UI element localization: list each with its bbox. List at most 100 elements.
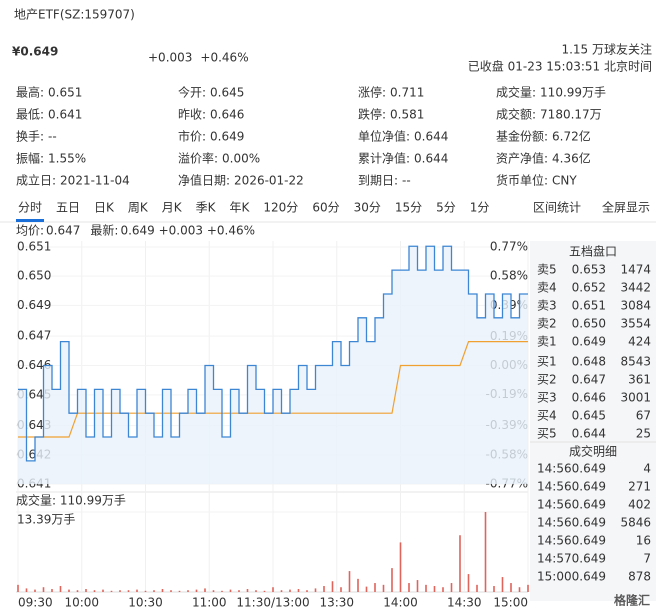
tab[interactable]: 日K [94, 201, 115, 215]
stat-value: 0.649 [210, 130, 244, 144]
title: 地产ETF(SZ:159707) [14, 8, 135, 22]
trade-price: 0.649 [572, 498, 606, 512]
volume-bar [187, 590, 189, 592]
trade-volume: 7 [643, 552, 651, 566]
volume-bar [323, 586, 325, 592]
stat-value: 7180.17万 [540, 108, 602, 122]
change-pct: +0.46% [200, 51, 248, 65]
stat-label: 成交量: [496, 85, 536, 100]
stat-value: CNY [552, 174, 577, 188]
book-volume: 3001 [620, 391, 651, 405]
volume-bar [136, 589, 138, 592]
x-tick-label: 14:30 [447, 596, 482, 610]
book-price: 0.647 [572, 373, 606, 387]
volume-bar [297, 589, 300, 592]
y-tick-label: 0.651 [17, 240, 51, 254]
trade-time: 14:56 [537, 462, 572, 476]
y-tick-label: 13.39万手 [17, 513, 75, 527]
book-label: 买1 [537, 355, 557, 369]
stat-label: 今开: [178, 85, 206, 100]
tab[interactable]: 120分 [263, 201, 298, 215]
stat-label: 振幅: [16, 151, 44, 166]
stat-value: 0.641 [48, 108, 82, 122]
legend-value: 0.647 [46, 224, 80, 238]
link[interactable]: 全屏显示 [602, 200, 650, 215]
book-label: 卖5 [537, 263, 557, 277]
volume-bar [340, 587, 342, 592]
volume-bar [399, 542, 402, 592]
tab[interactable]: 5分 [436, 201, 456, 215]
volume-bar [178, 590, 181, 592]
stat-label: 跌停: [358, 107, 386, 122]
volume-bar [170, 590, 172, 592]
y2-tick-label: 0.77% [490, 240, 528, 254]
trade-price: 0.649 [572, 534, 606, 548]
price-line [18, 245, 528, 462]
volume-bar [34, 589, 36, 592]
stat-value: 0.644 [414, 152, 448, 166]
tab[interactable]: 60分 [312, 201, 339, 215]
tab[interactable]: 月K [162, 201, 183, 215]
tab[interactable]: 15分 [395, 201, 422, 215]
stat-label: 溢价率: [178, 151, 218, 166]
volume-bar [348, 571, 351, 592]
book-volume: 8543 [620, 355, 651, 369]
volume-bar [306, 590, 308, 592]
volume-bar [331, 581, 334, 592]
tab[interactable]: 分时 [18, 201, 42, 215]
book-label: 卖4 [537, 281, 557, 295]
trade-volume: 271 [628, 480, 651, 494]
stat-value: 4.36亿 [552, 151, 591, 166]
legend-value: 0.649 +0.003 +0.46% [120, 224, 255, 238]
book-price: 0.652 [572, 281, 606, 295]
legend-name: 最新: [90, 223, 118, 238]
stat-label: 市价: [178, 129, 206, 144]
link[interactable]: 区间统计 [533, 201, 581, 215]
stat-value: 0.581 [390, 108, 424, 122]
volume-title: 成交量: 110.99万手 [16, 493, 126, 508]
book-volume: 3442 [620, 281, 651, 295]
stat-label: 换手: [16, 130, 44, 144]
book-price: 0.649 [572, 335, 606, 349]
stat-value: 110.99万手 [540, 86, 606, 100]
tab[interactable]: 季K [196, 201, 217, 215]
x-tick-label: 10:00 [64, 596, 99, 610]
x-tick-label: 15:00 [493, 596, 528, 610]
legend-name: 均价: [16, 224, 44, 238]
stat-value: 0.651 [48, 86, 82, 100]
book-volume: 3554 [620, 317, 651, 331]
followers: 1.15 万球友关注 [561, 42, 652, 57]
volume-bar [272, 587, 274, 592]
tab[interactable]: 30分 [354, 201, 381, 215]
volume-bar [289, 589, 291, 592]
book-volume: 25 [636, 427, 651, 441]
volume-bar [493, 586, 495, 592]
tab[interactable]: 周K [128, 201, 149, 215]
volume-bar [382, 584, 385, 592]
tab[interactable]: 五日 [56, 201, 80, 215]
trade-time: 14:56 [537, 480, 572, 494]
book-volume: 424 [628, 335, 651, 349]
tab[interactable]: 年K [230, 201, 251, 215]
stat-label: 累计净值: [358, 151, 410, 166]
volume-bar [221, 590, 223, 592]
volume-bar [238, 590, 240, 592]
volume-bar [459, 535, 461, 592]
change: +0.003 [148, 51, 192, 65]
stat-value: 0.646 [210, 108, 244, 122]
x-tick-label: 14:00 [383, 596, 418, 610]
book-volume: 1474 [620, 263, 651, 277]
book-price: 0.653 [572, 263, 606, 277]
volume-bar [153, 590, 155, 592]
volume-bar [365, 586, 368, 592]
y-tick-label: 0.647 [17, 329, 51, 343]
trade-volume: 5846 [620, 516, 651, 530]
volume-bar [263, 590, 266, 592]
volume-bar [229, 589, 232, 592]
book-price: 0.651 [572, 299, 606, 313]
trade-volume: 878 [628, 570, 651, 584]
stat-value: -- [48, 130, 57, 144]
book-volume: 3084 [620, 299, 651, 313]
tab[interactable]: 1分 [470, 201, 490, 215]
trade-time: 14:57 [537, 552, 572, 566]
